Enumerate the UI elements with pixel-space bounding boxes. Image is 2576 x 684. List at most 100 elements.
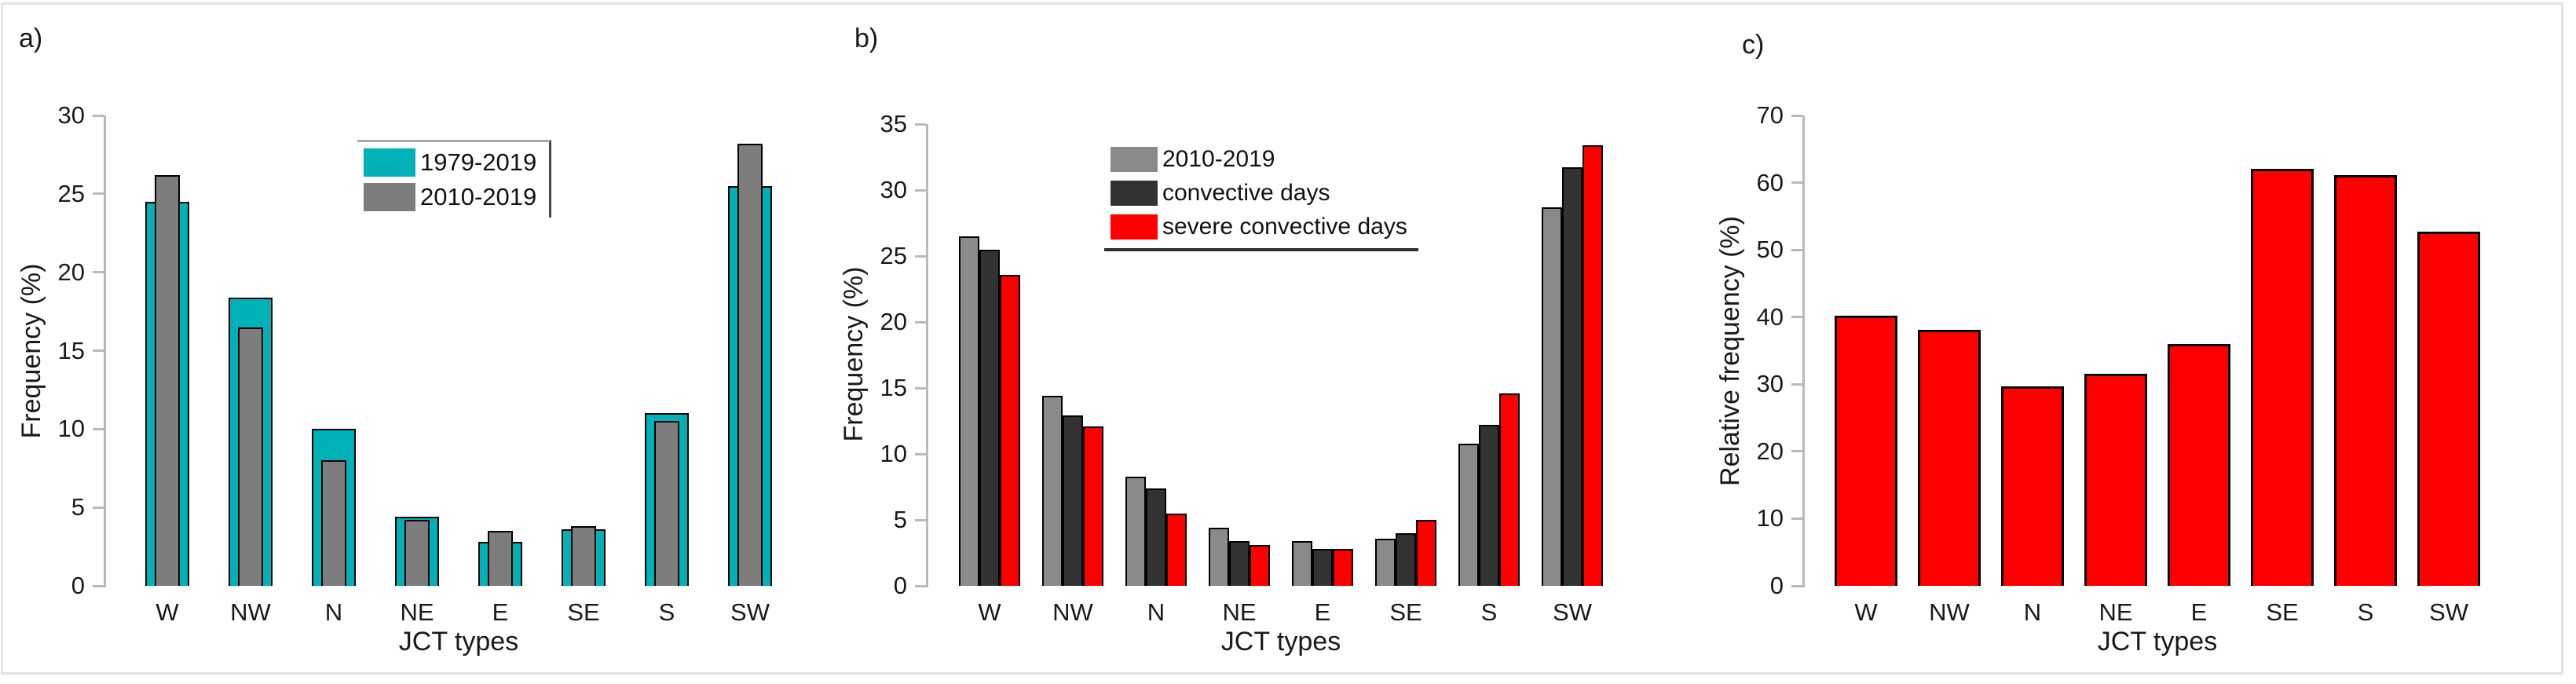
- x-axis-label-c: JCT types: [2097, 627, 2218, 657]
- y-tick-mark: [1791, 114, 1802, 117]
- y-tick-mark: [93, 427, 104, 430]
- y-tick-label: 30: [880, 176, 907, 203]
- bar: [571, 526, 596, 586]
- x-axis-label-a: JCT types: [398, 627, 519, 657]
- legend-swatch-darkgray: [1111, 181, 1158, 206]
- y-axis-line: [926, 124, 928, 587]
- x-category-label: W: [978, 598, 1001, 626]
- x-category-label: E: [492, 598, 509, 626]
- bar: [2001, 386, 2064, 586]
- bar: [1835, 316, 1897, 586]
- y-tick-mark: [915, 584, 926, 587]
- bar: [1209, 528, 1229, 586]
- legend-item-label: 2010-2019: [420, 183, 537, 210]
- x-category-label: E: [1314, 598, 1331, 626]
- y-tick-label: 5: [71, 493, 85, 521]
- bar: [1042, 396, 1063, 586]
- y-tick-label: 0: [1769, 572, 1784, 599]
- bar: [1499, 393, 1520, 586]
- bar: [979, 249, 1000, 586]
- y-tick-mark: [1791, 517, 1802, 520]
- panel-label-b: b): [854, 24, 879, 53]
- legend-item: 2010-2019: [364, 183, 536, 211]
- legend-item-label: severe convective days: [1162, 214, 1407, 240]
- panel-label-c: c): [1742, 30, 1765, 60]
- legend-item: 1979-2019: [364, 148, 536, 177]
- y-tick-label: 0: [893, 572, 907, 599]
- x-category-label: S: [2357, 598, 2374, 626]
- y-tick-label: 20: [1756, 437, 1784, 465]
- y-tick-label: 0: [71, 572, 85, 599]
- bar: [1250, 544, 1270, 586]
- y-tick-mark: [915, 386, 926, 390]
- y-tick-mark: [915, 254, 926, 258]
- y-tick-label: 30: [57, 101, 85, 129]
- legend-panel-a: 1979-2019 2010-2019: [357, 140, 552, 218]
- x-category-label: N: [324, 598, 343, 626]
- x-category-label: S: [658, 598, 675, 626]
- y-tick-label: 35: [880, 110, 907, 137]
- y-tick-label: 50: [1756, 236, 1784, 264]
- bar: [404, 520, 430, 586]
- legend-swatch-teal: [364, 148, 415, 177]
- y-tick-mark: [915, 320, 926, 324]
- y-tick-mark: [93, 271, 104, 274]
- legend-item-label: convective days: [1162, 180, 1330, 206]
- bar: [1146, 488, 1166, 586]
- bar: [488, 531, 513, 586]
- y-tick-label: 25: [57, 179, 85, 207]
- y-tick-mark: [915, 188, 926, 192]
- bar: [2334, 175, 2397, 586]
- y-tick-mark: [1791, 181, 1802, 185]
- bar: [1542, 207, 1562, 586]
- y-tick-mark: [93, 584, 104, 587]
- y-tick-label: 40: [1756, 302, 1784, 331]
- y-tick-mark: [93, 506, 104, 509]
- x-category-label: N: [1147, 598, 1165, 626]
- y-tick-label: 60: [1756, 168, 1784, 196]
- bar: [1229, 540, 1250, 586]
- bar: [1000, 274, 1020, 586]
- bar: [654, 421, 679, 586]
- y-tick-mark: [915, 452, 926, 455]
- y-tick-label: 15: [57, 336, 85, 364]
- y-tick-label: 20: [57, 258, 85, 286]
- x-category-label: NW: [1052, 598, 1093, 626]
- y-tick-label: 10: [880, 440, 907, 467]
- y-tick-label: 10: [57, 415, 85, 443]
- bar: [238, 327, 263, 586]
- x-category-label: SW: [1553, 598, 1592, 626]
- y-axis-line: [1802, 115, 1805, 587]
- bar: [1479, 425, 1499, 586]
- legend-swatch-gray: [364, 183, 415, 211]
- bar: [321, 460, 346, 586]
- x-category-label: SW: [2429, 598, 2468, 626]
- legend-item-label: 2010-2019: [1162, 146, 1275, 172]
- x-category-label: N: [2023, 598, 2042, 626]
- y-tick-mark: [1791, 316, 1802, 319]
- bar: [1083, 426, 1103, 586]
- x-category-label: NE: [400, 598, 434, 626]
- bar: [1125, 476, 1146, 586]
- bar: [2084, 373, 2147, 586]
- y-axis-label-b: Frequency (%): [839, 266, 869, 442]
- bar: [1375, 538, 1396, 586]
- x-category-label: NW: [1929, 598, 1970, 626]
- y-tick-mark: [93, 349, 104, 352]
- y-tick-label: 25: [880, 242, 907, 269]
- bar: [1396, 532, 1416, 586]
- x-category-label: SW: [730, 598, 770, 626]
- legend-swatch-gray: [1111, 147, 1158, 172]
- y-tick-mark: [1791, 450, 1802, 453]
- x-category-label: NE: [1222, 598, 1257, 626]
- bar: [737, 143, 763, 586]
- legend-item: convective days: [1111, 180, 1407, 207]
- x-category-label: SE: [567, 598, 600, 626]
- bar: [1063, 415, 1083, 586]
- y-tick-label: 10: [1756, 504, 1784, 532]
- x-category-label: E: [2190, 598, 2208, 626]
- bar: [2168, 343, 2230, 586]
- legend-swatch-red: [1111, 214, 1158, 240]
- legend-item: severe convective days: [1111, 214, 1407, 240]
